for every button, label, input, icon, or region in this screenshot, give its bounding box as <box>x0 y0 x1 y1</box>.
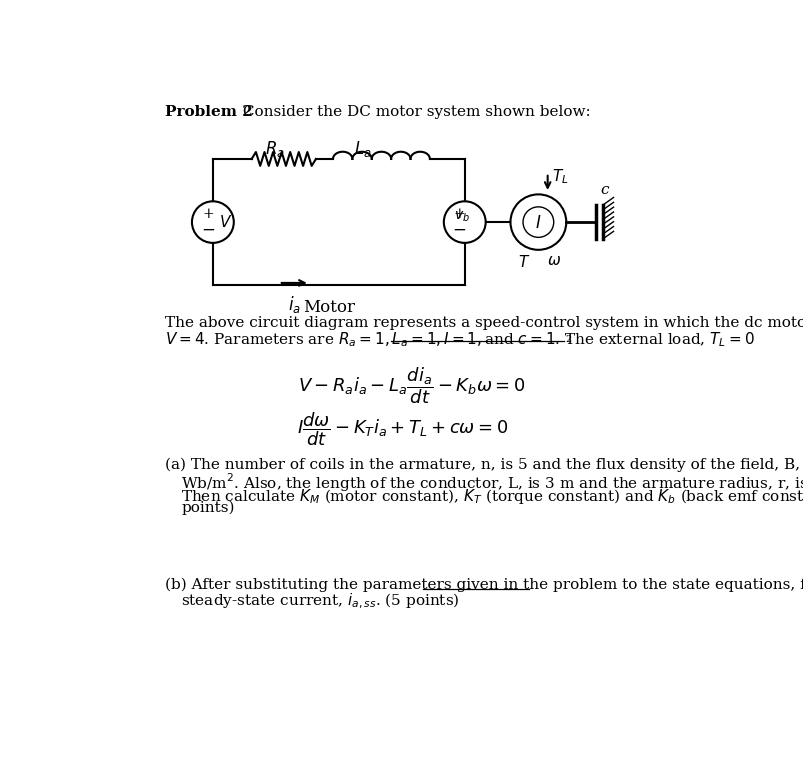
Text: $T$: $T$ <box>518 254 530 270</box>
Text: +: + <box>202 207 214 220</box>
Text: The above circuit diagram represents a speed-control system in which the dc moto: The above circuit diagram represents a s… <box>165 316 803 330</box>
Text: −: − <box>201 222 215 239</box>
Text: $I$: $I$ <box>535 215 541 232</box>
Text: Motor: Motor <box>303 299 355 316</box>
Text: $V - R_a i_a - L_a\dfrac{di_a}{dt} - K_b\omega = 0$: $V - R_a i_a - L_a\dfrac{di_a}{dt} - K_b… <box>298 366 525 406</box>
Text: −: − <box>452 222 466 239</box>
Text: $V = 4$. Parameters are $R_a = 1, L_a = 1, I = 1,$and $c = 1$. The external load: $V = 4$. Parameters are $R_a = 1, L_a = … <box>165 331 753 350</box>
Text: Problem 2: Problem 2 <box>165 105 252 119</box>
Text: $i_a$: $i_a$ <box>287 294 300 315</box>
Text: points): points) <box>181 501 234 515</box>
Text: 2: 2 <box>565 335 571 344</box>
Text: $T_L$: $T_L$ <box>551 167 568 186</box>
Text: steady-state current, $i_{a,ss}$. (5 points): steady-state current, $i_{a,ss}$. (5 poi… <box>181 592 459 611</box>
Text: +: + <box>453 207 465 220</box>
Text: Then calculate $K_M$ (motor constant), $K_T$ (torque constant) and $K_b$ (back e: Then calculate $K_M$ (motor constant), $… <box>181 487 803 506</box>
Text: Consider the DC motor system shown below:: Consider the DC motor system shown below… <box>238 105 590 119</box>
Text: c: c <box>599 183 608 198</box>
Text: $\omega$: $\omega$ <box>546 254 560 268</box>
Text: Wb/m$^2$. Also, the length of the conductor, L, is 3 m and the armature radius, : Wb/m$^2$. Also, the length of the conduc… <box>181 471 803 497</box>
Text: (b) After substituting the parameters given in the problem to the state equation: (b) After substituting the parameters gi… <box>165 578 803 592</box>
Text: (a) The number of coils in the armature, n, is 5 and the flux density of the fie: (a) The number of coils in the armature,… <box>165 458 803 472</box>
Text: $L_a$: $L_a$ <box>353 139 371 159</box>
Text: $V$: $V$ <box>218 214 232 230</box>
Text: $v_b$: $v_b$ <box>454 210 470 224</box>
Text: $I\dfrac{d\omega}{dt} - K_T i_a + T_L + c\omega = 0$: $I\dfrac{d\omega}{dt} - K_T i_a + T_L + … <box>297 410 507 448</box>
Text: $R_a$: $R_a$ <box>264 139 284 159</box>
